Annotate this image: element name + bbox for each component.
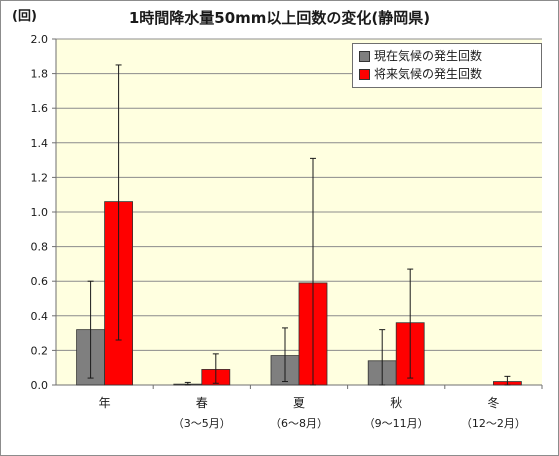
y-tick-label: 0.6 [31,275,49,288]
legend-swatch-future [359,69,370,80]
y-tick-label: 1.4 [31,137,49,150]
x-tick-label: 年 [99,396,111,410]
y-tick-label: 1.6 [31,102,49,115]
x-tick-label: 夏 [293,396,305,410]
x-tick-label: 冬 [487,395,499,410]
y-tick-label: 0.2 [31,344,49,357]
x-tick-sublabel: （12～2月） [461,417,526,430]
x-tick-label: 春 [196,396,208,410]
legend-label-future: 将来気候の発生回数 [374,67,483,81]
x-tick-sublabel: （6～8月） [270,417,328,430]
y-tick-label: 1.0 [31,206,49,219]
y-tick-label: 1.8 [31,68,49,81]
legend: 現在気候の発生回数 将来気候の発生回数 [352,43,542,88]
x-tick-sublabel: （3～5月） [173,417,231,430]
legend-label-current: 現在気候の発生回数 [374,49,483,63]
x-tick-sublabel: （9～11月） [364,417,429,430]
x-tick-label: 秋 [390,396,402,410]
chart-title: 1時間降水量50mm以上回数の変化(静岡県) [128,9,431,27]
y-tick-label: 0.0 [31,379,49,392]
legend-swatch-current [359,51,370,62]
y-tick-label: 0.4 [31,310,49,323]
y-tick-label: 0.8 [31,241,49,254]
y-axis-unit-label: (回) [12,9,37,24]
y-tick-label: 1.2 [31,171,49,184]
y-tick-label: 2.0 [31,33,49,46]
